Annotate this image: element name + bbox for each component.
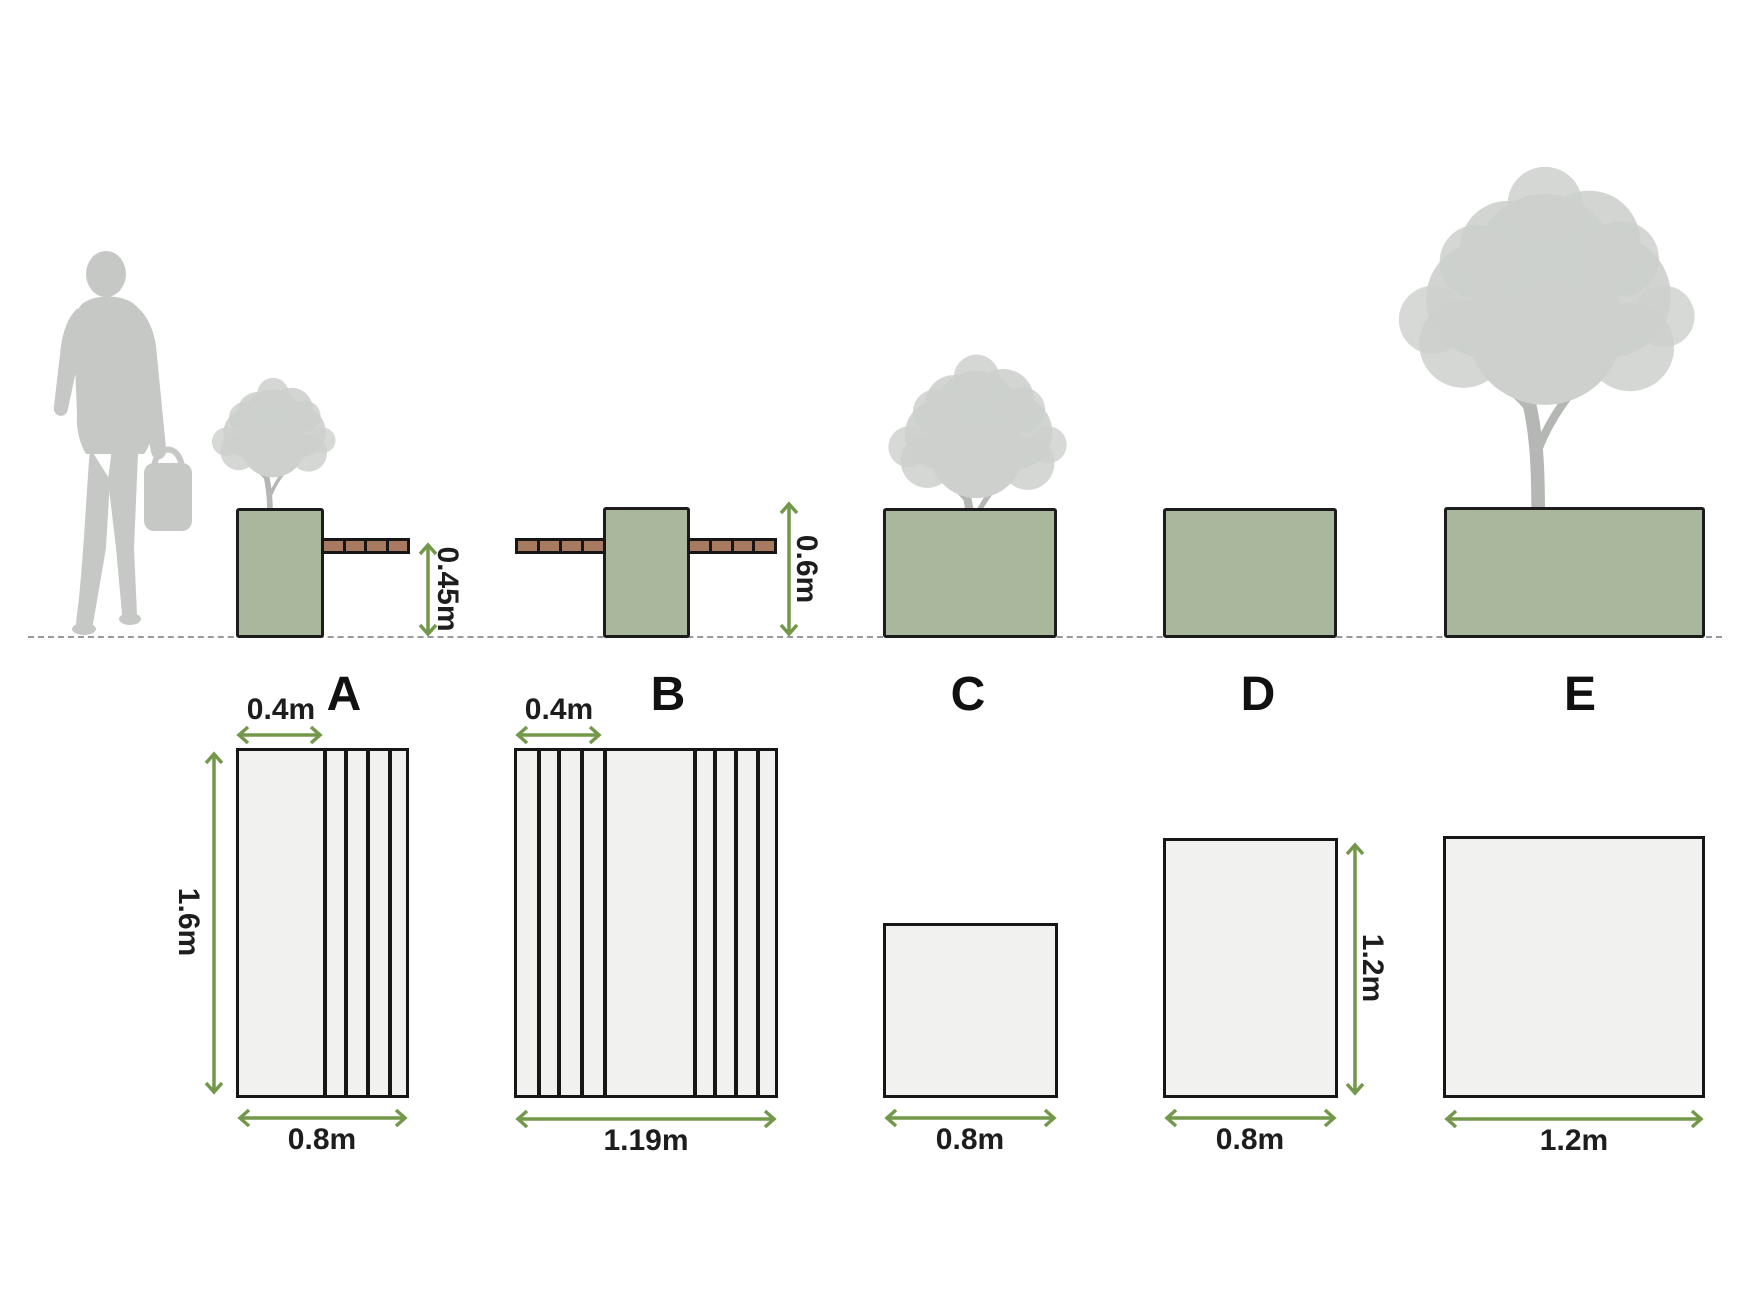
plan-view-b bbox=[514, 748, 778, 1098]
dim-arrow-total-width-a bbox=[237, 1108, 408, 1128]
plan-view-d bbox=[1163, 838, 1338, 1098]
dim-arrow-seat-height-a bbox=[418, 542, 438, 637]
dim-label-planter-height-b: 0.6m bbox=[790, 534, 823, 604]
dim-label-seat-height-a: 0.45m bbox=[431, 546, 464, 632]
dim-arrow-bench-width-b bbox=[515, 725, 602, 745]
planter-elevation-b bbox=[603, 507, 690, 638]
planter-elevation-a bbox=[236, 508, 324, 638]
dim-arrow-depth-d bbox=[1345, 842, 1365, 1096]
option-label-a: A bbox=[326, 668, 362, 721]
person-icon bbox=[53, 251, 192, 635]
dim-arrow-total-width-c bbox=[884, 1108, 1057, 1128]
dim-label-depth-d: 1.2m bbox=[1356, 933, 1389, 1003]
dim-arrow-total-width-d bbox=[1164, 1108, 1337, 1128]
dim-arrow-length-a bbox=[204, 751, 224, 1095]
bench-seat-b-left bbox=[515, 538, 606, 554]
option-label-b: B bbox=[650, 668, 686, 721]
planter-elevation-e bbox=[1444, 507, 1705, 638]
dim-label-total-width-e: 1.2m bbox=[1539, 1124, 1609, 1157]
tree-icon bbox=[198, 375, 348, 510]
bench-seat-a bbox=[321, 538, 410, 554]
dim-arrow-planter-height-b bbox=[779, 501, 799, 637]
option-label-c: C bbox=[950, 668, 986, 721]
dim-label-total-width-d: 0.8m bbox=[1215, 1123, 1285, 1156]
dim-label-bench-width-b: 0.4m bbox=[524, 693, 594, 726]
planter-elevation-d bbox=[1163, 508, 1337, 638]
dim-label-total-width-a: 0.8m bbox=[287, 1123, 357, 1156]
plan-view-c bbox=[883, 923, 1058, 1098]
dim-label-total-width-b: 1.19m bbox=[603, 1124, 689, 1157]
plan-view-a bbox=[236, 748, 409, 1098]
dim-label-planter-width-a: 0.4m bbox=[246, 693, 316, 726]
plan-view-e bbox=[1443, 836, 1705, 1098]
dim-arrow-total-width-e bbox=[1444, 1109, 1704, 1129]
ground-line bbox=[28, 636, 1722, 638]
dim-arrow-planter-width-a bbox=[236, 725, 323, 745]
dim-arrow-total-width-b bbox=[515, 1109, 777, 1129]
planter-elevation-c bbox=[883, 508, 1057, 638]
dim-label-total-width-c: 0.8m bbox=[935, 1123, 1005, 1156]
bench-seat-b-right bbox=[687, 538, 777, 554]
dim-label-length-a: 1.6m bbox=[172, 887, 205, 957]
tree-icon bbox=[874, 350, 1079, 515]
option-label-d: D bbox=[1240, 668, 1276, 721]
option-label-e: E bbox=[1563, 668, 1597, 721]
tree-icon bbox=[1375, 160, 1715, 512]
